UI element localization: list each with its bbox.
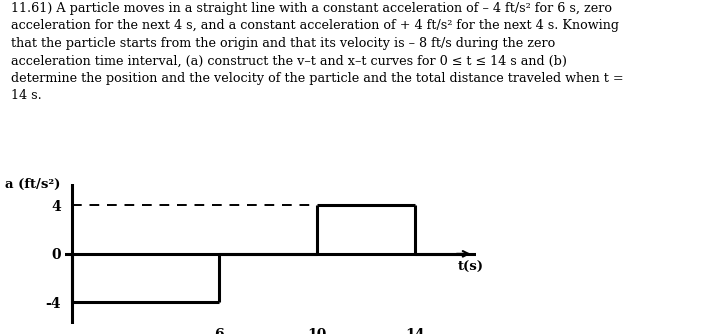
Text: a (ft/s²): a (ft/s²) xyxy=(4,178,60,191)
Text: t(s): t(s) xyxy=(458,261,484,274)
Text: 11.61) A particle moves in a straight line with a constant acceleration of – 4 f: 11.61) A particle moves in a straight li… xyxy=(11,2,624,102)
